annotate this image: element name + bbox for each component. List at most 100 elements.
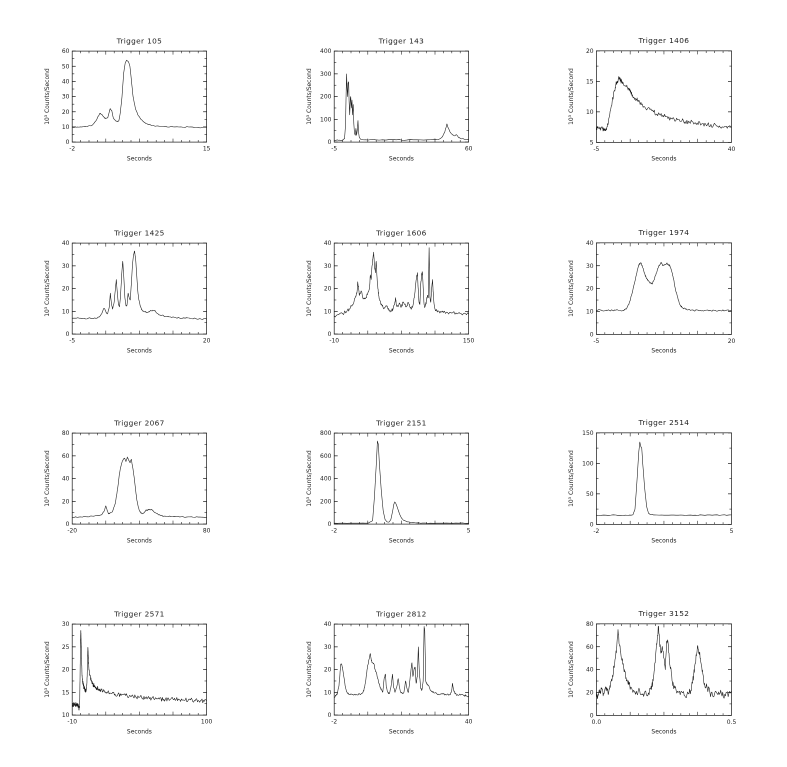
light-curve-chart: Trigger 105 0 10 20 30 40 50 60 -2 15 Seconds 10³ C… [40, 16, 222, 179]
y-tick-label: 30 [324, 644, 332, 651]
light-curve-trace [72, 456, 207, 518]
x-axis-label: Seconds [127, 155, 152, 162]
chart-title: Trigger 1406 [638, 36, 690, 45]
y-tick-label: 20 [62, 498, 70, 505]
y-axis-label: 10³ Counts/Second [44, 68, 51, 125]
y-tick-label: 10 [324, 308, 332, 315]
y-tick-label: 0 [66, 331, 70, 338]
y-tick-label: 400 [320, 48, 332, 55]
y-tick-label: 80 [62, 430, 70, 437]
y-tick-label: 10 [62, 712, 70, 719]
y-tick-label: 0 [328, 521, 332, 528]
y-tick-label: 0 [328, 331, 332, 338]
y-tick-label: 30 [62, 93, 70, 100]
chart-title: Trigger 1974 [638, 228, 690, 237]
y-axis-label: 10³ Counts/Second [306, 260, 313, 317]
y-tick-label: 50 [586, 491, 594, 498]
y-tick-label: 15 [586, 78, 594, 85]
light-curve-trace [334, 73, 469, 141]
y-tick-label: 20 [586, 47, 594, 54]
x-tick-label: 60 [465, 145, 473, 152]
y-tick-label: 20 [324, 667, 332, 674]
y-tick-label: 30 [586, 263, 594, 270]
chart-title: Trigger 1425 [113, 228, 165, 237]
x-axis-label: Seconds [651, 155, 676, 162]
x-tick-label: 0.0 [592, 719, 602, 726]
light-curve-trace [596, 441, 732, 516]
y-tick-label: 60 [62, 453, 70, 460]
y-tick-label: 25 [62, 644, 70, 651]
y-tick-label: 0 [328, 139, 332, 146]
y-tick-label: 40 [324, 621, 332, 628]
chart-canvas: Trigger 105 0 10 20 30 40 50 60 -2 15 Seconds 10³ C… [44, 36, 211, 162]
y-tick-label: 0 [590, 521, 594, 528]
y-tick-label: 20 [62, 286, 70, 293]
x-tick-label: 5 [467, 528, 471, 535]
x-axis-label: Seconds [389, 347, 414, 354]
y-tick-label: 20 [586, 690, 594, 697]
y-tick-label: 80 [586, 621, 594, 628]
chart-canvas: Trigger 1406 5 10 15 20 -5 40 Seconds 10³ Counts… [568, 36, 736, 163]
y-tick-label: 40 [324, 240, 332, 247]
x-tick-label: 15 [203, 145, 211, 152]
y-tick-label: 200 [320, 498, 332, 505]
x-tick-label: 80 [203, 528, 211, 535]
y-tick-label: 0 [66, 139, 70, 146]
light-curve-chart: Trigger 2151 0 200 400 600 800 -2 5 Seconds 10³ C… [302, 401, 484, 559]
x-tick-label: -10 [67, 719, 77, 726]
y-axis-label: 10³ Counts/Second [306, 68, 313, 125]
y-tick-label: 30 [62, 263, 70, 270]
light-curve-trace [72, 250, 207, 320]
x-tick-label: 40 [465, 719, 473, 726]
y-tick-label: 600 [320, 453, 332, 460]
x-axis-label: Seconds [389, 155, 414, 162]
y-tick-label: 40 [62, 240, 70, 247]
chart-canvas: Trigger 2067 0 20 40 60 80 -20 80 Seconds 10³ Cou… [44, 418, 211, 544]
chart-canvas: Trigger 143 0 100 200 300 400 -5 60 Seconds 10³ C… [306, 36, 473, 162]
x-tick-label: 5 [730, 528, 734, 535]
light-curve-chart: Trigger 1974 0 10 20 30 40 -5 20 Seconds 10³ Coun… [564, 211, 747, 369]
y-tick-label: 800 [320, 430, 332, 437]
y-tick-label: 40 [586, 240, 594, 247]
x-axis-label: Seconds [127, 347, 152, 354]
x-axis-label: Seconds [127, 537, 152, 544]
chart-canvas: Trigger 2151 0 200 400 600 800 -2 5 Seconds 10³ C… [306, 418, 471, 544]
chart-canvas: Trigger 1974 0 10 20 30 40 -5 20 Seconds 10³ Coun… [568, 228, 735, 355]
x-axis-label: Seconds [651, 348, 676, 355]
y-tick-label: 40 [586, 667, 594, 674]
y-tick-label: 0 [590, 712, 594, 719]
y-tick-label: 0 [590, 331, 594, 338]
chart-title: Trigger 2151 [375, 418, 427, 427]
x-tick-label: 100 [201, 719, 213, 726]
y-tick-label: 0 [66, 521, 70, 528]
y-tick-label: 20 [62, 667, 70, 674]
x-axis-label: Seconds [389, 728, 414, 735]
chart-title: Trigger 2571 [113, 609, 165, 618]
y-tick-label: 100 [320, 116, 332, 123]
y-axis-label: 10³ Counts/Second [44, 641, 51, 698]
chart-canvas: Trigger 2571 10 15 20 25 30 -10 100 Seconds 10³ C… [44, 609, 213, 735]
y-tick-label: 15 [62, 689, 70, 696]
y-tick-label: 20 [324, 286, 332, 293]
light-curve-trace [334, 440, 469, 524]
light-curve-chart: Trigger 2067 0 20 40 60 80 -20 80 Seconds 10³ Cou… [40, 401, 222, 559]
light-curve-chart: Trigger 1425 0 10 20 30 40 -5 20 Seconds 10³ Coun… [40, 211, 222, 369]
light-curve-chart: Trigger 2571 10 15 20 25 30 -10 100 Seconds 10³ C… [40, 591, 222, 751]
y-tick-label: 5 [590, 139, 594, 146]
chart-canvas: Trigger 2812 0 10 20 30 40 -2 40 Seconds 10³ Coun… [306, 609, 473, 735]
y-axis-label: 10³ Counts/Second [306, 641, 313, 698]
x-tick-label: 20 [203, 338, 211, 345]
x-axis-label: Seconds [651, 729, 676, 736]
light-curve-trace [334, 626, 469, 698]
x-tick-label: 40 [728, 145, 736, 152]
chart-canvas: Trigger 3152 0 20 40 60 80 0.0 0.5 Seconds 10³ Co… [568, 609, 736, 736]
y-tick-label: 10 [586, 309, 594, 316]
x-tick-label: -2 [331, 528, 337, 535]
light-curve-chart: Trigger 1406 5 10 15 20 -5 40 Seconds 10³ Counts… [564, 16, 747, 179]
chart-title: Trigger 2812 [375, 609, 427, 618]
chart-title: Trigger 143 [378, 36, 425, 45]
y-tick-label: 150 [582, 430, 594, 437]
light-curve-chart: Trigger 2514 0 50 100 150 -2 5 Seconds 10³ Count… [564, 401, 747, 559]
x-tick-label: -5 [331, 145, 337, 152]
y-tick-label: 0 [328, 712, 332, 719]
